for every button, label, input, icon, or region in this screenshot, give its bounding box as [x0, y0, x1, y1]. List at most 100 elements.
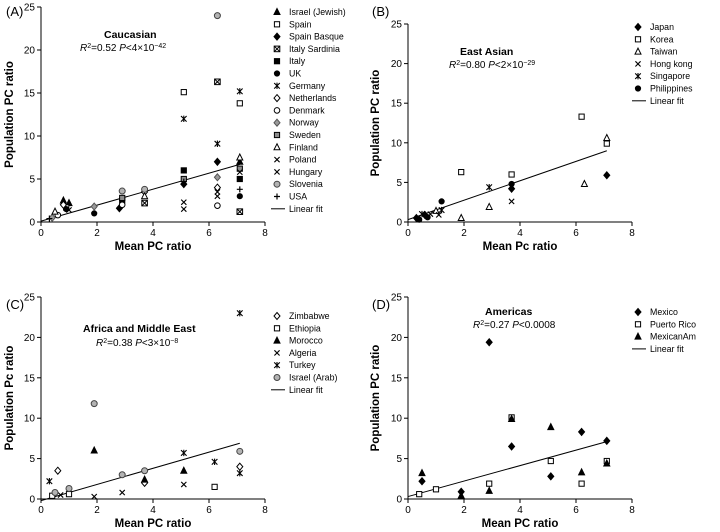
y-tick-label: 5 [29, 175, 35, 186]
legend-marker [274, 156, 280, 163]
stat-r-sup: 2 [103, 338, 107, 345]
data-point [141, 199, 148, 207]
legend-marker [635, 60, 641, 67]
y-tick-label: 0 [396, 218, 402, 229]
stat-r2-value: =0.27 [484, 320, 512, 331]
legend: Mexico Puerto Rico MexicanAm Linear fit [632, 307, 696, 354]
y-tick-label: 10 [391, 414, 403, 425]
x-tick-label: 0 [405, 228, 411, 239]
legend-entry: Hungary [289, 167, 323, 177]
x-tick-label: 0 [38, 505, 44, 516]
data-point [603, 140, 610, 147]
data-point [119, 194, 126, 202]
series-algeria [57, 481, 187, 500]
data-point [603, 171, 611, 180]
stat-p: P [135, 338, 142, 349]
data-point [418, 468, 426, 477]
data-point [236, 100, 243, 107]
series-finland [51, 152, 244, 215]
data-point [577, 427, 586, 437]
chart-title: Americas [485, 306, 532, 318]
legend-marker [634, 22, 642, 32]
series-japan [412, 171, 611, 223]
data-point [507, 414, 516, 423]
legend-entry: Germany [289, 81, 326, 91]
legend-marker [273, 70, 281, 77]
legend-entry: Morocco [289, 336, 323, 346]
legend-marker [634, 321, 642, 328]
data-point [546, 422, 555, 431]
legend-marker [273, 311, 281, 321]
legend-entry: Spain Basque [289, 32, 344, 42]
stat-annotation: R2=0.80 P<2×10−29 [449, 60, 535, 72]
data-point [486, 480, 493, 487]
data-point [141, 467, 149, 475]
legend-marker [273, 180, 281, 188]
series-israel-jewish- [59, 157, 244, 207]
panel-letter: (D) [372, 297, 390, 312]
data-point [180, 178, 187, 185]
legend-marker [273, 21, 281, 28]
data-point [90, 445, 99, 454]
legend-entry: Philippines [650, 84, 693, 94]
data-point [236, 193, 243, 200]
data-point [485, 202, 494, 210]
data-point-cross [236, 208, 243, 215]
data-point [236, 462, 244, 471]
legend-marker [273, 93, 281, 103]
data-point [180, 481, 187, 488]
data-point [602, 458, 611, 467]
stat-r2-value: =0.52 [91, 43, 119, 54]
legend-marker [273, 7, 281, 15]
x-tick-label: 6 [573, 228, 579, 239]
data-point [236, 447, 244, 455]
data-point [236, 175, 243, 183]
data-point-cross [141, 199, 148, 207]
data-point [91, 210, 98, 217]
y-tick-label: 20 [24, 46, 36, 57]
y-tick-label: 0 [396, 495, 402, 506]
data-point [180, 206, 187, 213]
legend-marker [634, 85, 642, 92]
legend-entry: Japan [650, 22, 674, 32]
data-point [236, 88, 243, 95]
y-tick-label: 15 [24, 373, 36, 384]
x-tick-label: 2 [461, 228, 467, 239]
data-point [180, 89, 187, 96]
series-morocco [90, 445, 188, 483]
y-tick-label: 20 [24, 333, 36, 344]
data-point [438, 198, 445, 205]
legend-entry: Israel (Jewish) [289, 7, 346, 17]
legend-marker [273, 118, 281, 127]
legend-entry: Denmark [289, 105, 325, 115]
data-point [236, 469, 243, 477]
data-point [118, 471, 126, 479]
legend-marker [273, 32, 281, 41]
data-point [118, 201, 126, 209]
legend-entry: Turkey [289, 360, 316, 370]
data-point [418, 476, 426, 486]
y-tick-label: 0 [29, 495, 35, 506]
data-point [458, 169, 465, 176]
data-point [48, 213, 56, 222]
x-tick-label: 8 [629, 505, 635, 516]
series-turkey [46, 309, 243, 485]
data-point [51, 489, 59, 497]
data-point [180, 449, 187, 457]
data-point [211, 458, 218, 466]
data-point [180, 115, 187, 122]
data-point [235, 157, 244, 165]
series-mexicanam [418, 414, 611, 499]
series-zimbabwe [54, 462, 244, 488]
linear-fit-line [407, 441, 607, 498]
y-tick-label: 0 [29, 218, 35, 229]
data-point [236, 186, 243, 193]
legend-entry: Slovenia [289, 179, 323, 189]
legend-entry: Norway [289, 118, 319, 128]
series-poland [180, 169, 243, 213]
linear-fit-line [40, 442, 240, 502]
data-point [214, 188, 221, 195]
data-point [416, 491, 423, 498]
y-tick-label: 15 [391, 99, 403, 110]
stat-r-sup: 2 [87, 43, 91, 50]
